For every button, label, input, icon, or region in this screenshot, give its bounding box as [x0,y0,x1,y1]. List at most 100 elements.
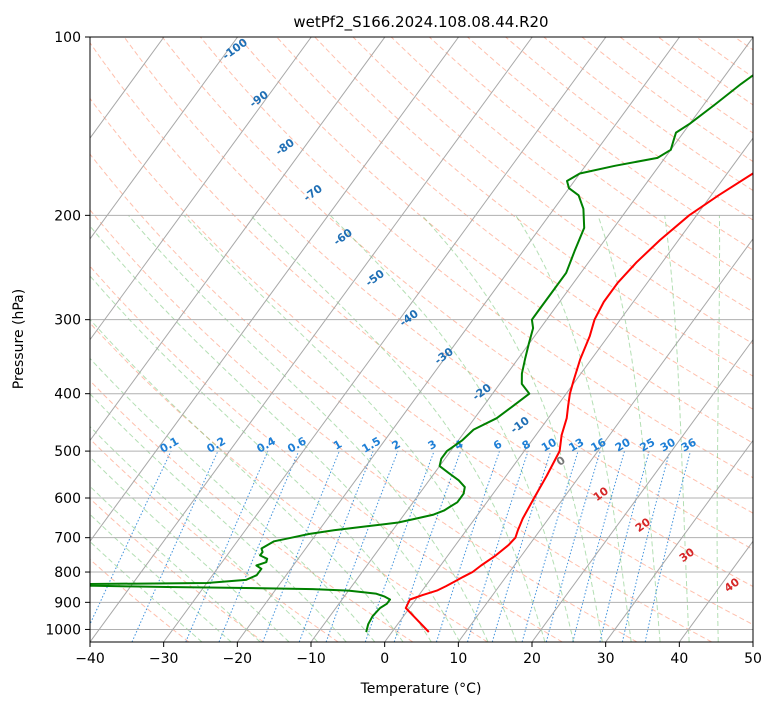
profiles [90,74,753,633]
mixing-ratio-label: 36 [679,435,699,454]
chart-title: wetPf2_S166.2024.108.08.44.R20 [293,13,548,32]
dry-adiabat [696,37,753,78]
y-tick-label: 700 [54,531,81,547]
isotherm-label: -90 [247,88,271,110]
dry-adiabat [619,37,753,134]
x-tick-label: 0 [380,651,389,667]
mixing-ratio-line [185,450,269,642]
y-tick-label: 200 [54,208,81,224]
mixing-ratio-label: 2 [390,438,403,453]
isotherm-label: 30 [677,545,697,565]
dry-adiabat [90,265,563,642]
isotherm-label: 10 [591,484,611,504]
isotherm [310,37,753,642]
dry-adiabat [200,37,753,479]
dry-adiabat [505,37,753,221]
moist-adiabat [329,214,575,642]
isotherm [90,37,459,543]
x-tick-label: 40 [670,651,688,667]
y-tick-label: 400 [54,387,81,403]
mixing-ratio-line [572,450,625,642]
mixing-ratio-line [298,450,374,642]
dry-adiabat [90,209,638,642]
temperature-profile [404,172,753,633]
isotherm [457,238,753,642]
mixing-ratio-label: 13 [566,436,586,455]
mixing-ratio-line [435,450,500,642]
moist-adiabat [421,214,603,642]
dry-adiabat [90,97,753,626]
mixing-ratio-line [467,450,529,642]
moist-adiabat [90,225,461,642]
isotherm [236,37,680,642]
isotherm-label: -20 [470,381,494,403]
isotherm [678,540,753,642]
mixing-ratio-label: 0.1 [158,435,181,456]
moist-adiabat [90,318,404,642]
x-axis-label: Temperature (°C) [360,681,482,697]
dewpoint-profile [90,74,753,633]
isotherm [605,439,753,642]
mixing-ratio-line [644,450,691,642]
mixing-ratio-line [90,450,172,626]
isotherm [163,37,607,642]
mixing-ratio-line [262,450,340,642]
mixing-ratio-label: 3 [426,438,439,453]
isotherm [90,37,533,642]
x-tick-label: 20 [523,651,541,667]
mixing-ratio-line [325,450,399,642]
dry-adiabat [428,37,753,282]
mixing-ratio-label: 16 [589,435,609,454]
mixing-ratio-line [393,450,462,642]
moist-adiabat [597,215,661,642]
mixing-ratio-label: 20 [613,435,633,454]
moist-adiabat [250,214,546,642]
dry-adiabat [658,37,753,106]
dry-adiabat [543,37,753,192]
y-tick-label: 1000 [45,622,81,638]
moist-adiabat [90,513,232,642]
isotherm-label: -40 [397,307,421,329]
x-tick-label: −40 [75,651,105,667]
y-tick-label: 100 [54,30,81,46]
mixing-ratio-line [599,450,650,642]
y-axis-label: Pressure (hPa) [11,289,27,389]
mixing-ratio-label: 6 [491,437,504,452]
moist-adiabat [90,425,319,642]
isotherm-label: -10 [508,414,532,436]
dry-adiabat [90,438,339,642]
y-tick-label: 300 [54,313,81,329]
mixing-ratio-line [364,450,435,642]
mixing-ratio-label: 30 [658,435,678,454]
isotherm-label: -70 [301,182,325,204]
x-tick-label: 50 [744,651,762,667]
mixing-ratio-line [545,450,601,642]
isotherm [384,137,753,642]
mixing-ratio-label: 1.5 [360,435,383,456]
y-axis: 100 200 300 400 500 600 700 800 900 1000 [45,30,90,638]
y-tick-label: 500 [54,444,81,460]
mixing-ratio-label: 0.4 [254,434,278,455]
dry-adiabat [352,37,753,345]
dry-adiabat [90,322,488,642]
x-tick-label: 10 [449,651,467,667]
moist-adiabat [183,214,517,642]
moist-adiabat [90,540,203,642]
mixing-ratio-label: 1 [331,438,344,453]
y-tick-label: 900 [54,595,81,611]
dry-adiabat [734,37,753,51]
x-tick-label: −30 [149,651,179,667]
dry-adiabat [90,41,753,588]
isotherm [752,641,753,642]
x-tick-label: 30 [597,651,615,667]
y-tick-label: 800 [54,565,81,581]
moist-adiabat [90,393,347,642]
background-lines [90,37,753,642]
x-tick-label: −10 [296,651,326,667]
isotherm-label: 40 [722,575,742,595]
dry-adiabat [314,37,753,377]
mixing-ratio-line [218,450,300,642]
isotherm [531,338,753,642]
mixing-ratio-line [521,450,579,642]
